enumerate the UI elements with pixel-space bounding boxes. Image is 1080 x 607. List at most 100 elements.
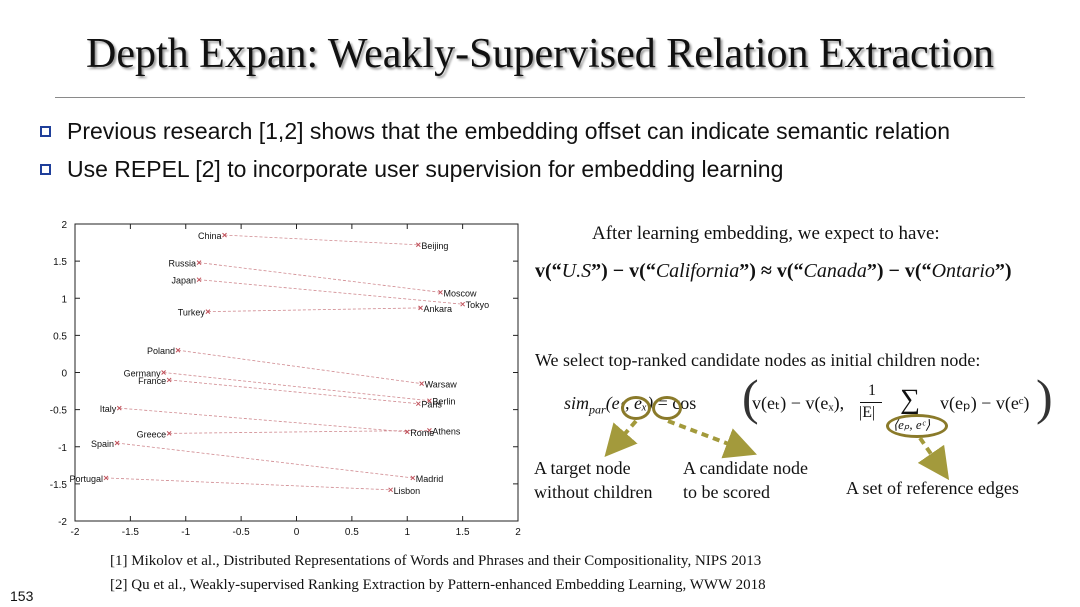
term2: v(eₚ) − v(eᶜ)	[940, 393, 1030, 413]
label-lisbon: Lisbon	[394, 486, 421, 496]
x-tick-label: 0	[294, 527, 300, 538]
x-tick-label: -1.5	[122, 527, 140, 538]
point-berlin	[427, 398, 432, 404]
point-athens	[427, 428, 432, 433]
checkbox-bullet-icon	[40, 125, 51, 137]
frac-bar	[860, 402, 882, 403]
point-spain	[114, 440, 120, 446]
label-madrid: Madrid	[416, 474, 444, 484]
relation-arrow-germany	[163, 372, 430, 402]
point-turkey	[205, 309, 211, 314]
select-nodes-text: We select top-ranked candidate nodes as …	[535, 350, 981, 370]
relation-arrow-italy	[119, 407, 408, 433]
x-tick-label: 2	[515, 527, 521, 538]
annotation-reference-edges: A set of reference edges	[846, 478, 1019, 498]
point-russia	[196, 260, 202, 265]
point-paris	[415, 401, 421, 407]
eq1-part: ”) − v(“	[591, 260, 656, 282]
x-tick-label: -1	[181, 527, 190, 538]
eq1-part: ”) ≈ v(“	[739, 260, 804, 282]
label-greece: Greece	[137, 429, 167, 439]
label-moscow: Moscow	[443, 288, 477, 298]
ann-line: A candidate node	[683, 458, 808, 478]
relation-arrow-turkey	[207, 307, 421, 313]
left-paren: (	[742, 369, 759, 425]
ann-line: to be scored	[683, 482, 770, 502]
relation-arrow-france	[169, 379, 419, 405]
highlight-target-ellipse	[621, 396, 651, 420]
bullet-text: Use REPEL [2] to incorporate user superv…	[67, 155, 784, 182]
highlight-candidate-ellipse	[652, 396, 682, 420]
label-paris: Paris	[421, 400, 442, 410]
label-athens: Athens	[432, 426, 461, 436]
sum-symbol: ∑	[900, 384, 920, 415]
relation-arrow-poland	[177, 349, 422, 385]
label-tokyo: Tokyo	[466, 300, 490, 310]
y-tick-label: 2	[61, 220, 67, 231]
y-tick-label: 1	[61, 294, 67, 305]
relation-arrow-japan	[199, 279, 463, 305]
relation-arrow-china	[224, 234, 419, 246]
point-italy	[116, 405, 122, 411]
label-ankara: Ankara	[424, 304, 453, 314]
bullet-list: Previous research [1,2] shows that the e…	[40, 112, 950, 188]
x-tick-label: -0.5	[233, 527, 251, 538]
point-tokyo	[460, 301, 465, 307]
eq1-part: U.S	[561, 260, 592, 282]
right-paren: )	[1036, 369, 1053, 425]
label-poland: Poland	[147, 346, 175, 356]
label-warsaw: Warsaw	[425, 380, 458, 390]
frac-num: 1	[868, 382, 876, 399]
embedding-scatter-chart: -2 -1.5 -1 -0.5 0 0.5 1 1.5 2 2 1.5 1 0.5 0 -0.5 -1 -1.5…	[50, 220, 521, 538]
checkbox-bullet-icon	[40, 163, 51, 175]
label-china: China	[198, 231, 222, 241]
label-italy: Italy	[100, 404, 117, 414]
bullet-item: Previous research [1,2] shows that the e…	[40, 112, 950, 150]
point-rome	[404, 429, 410, 435]
label-berlin: Berlin	[432, 397, 455, 407]
label-beijing: Beijing	[421, 241, 448, 251]
bullet-text: Previous research [1,2] shows that the e…	[67, 117, 951, 144]
x-tick-label: 1	[404, 527, 410, 538]
sim-label: sim	[564, 393, 590, 413]
annotation-target-node: A target node without children	[534, 456, 652, 504]
slide-title: Depth Expan: Weakly-Supervised Relation …	[86, 31, 994, 77]
highlight-edges-ellipse	[886, 414, 948, 438]
point-lisbon	[388, 487, 393, 493]
bullet-item: Use REPEL [2] to incorporate user superv…	[40, 150, 950, 188]
point-portugal	[103, 475, 109, 481]
x-tick-label: 1.5	[456, 527, 470, 538]
title-divider	[55, 97, 1025, 98]
y-tick-label: 0	[61, 369, 67, 380]
after-learning-text: After learning embedding, we expect to h…	[592, 223, 940, 244]
point-madrid	[410, 475, 416, 481]
point-beijing	[415, 242, 421, 248]
label-portugal: Portugal	[69, 474, 103, 484]
x-tick-label: -2	[71, 527, 80, 538]
eq1-part: California	[655, 260, 740, 282]
point-germany	[161, 370, 166, 375]
eq1-part: Canada	[803, 260, 867, 282]
reference-1: [1] Mikolov et al., Distributed Represen…	[110, 553, 762, 569]
point-ankara	[418, 305, 423, 311]
annotation-candidate-node: A candidate node to be scored	[683, 456, 808, 504]
point-france	[166, 377, 172, 383]
sim-subscript: par	[589, 402, 606, 417]
reference-2: [2] Qu et al., Weakly-supervised Ranking…	[110, 577, 766, 593]
point-poland	[175, 347, 181, 353]
label-france: France	[138, 376, 166, 386]
ann-line: A target node	[534, 458, 631, 478]
term1: v(eₜ) − v(eₓ),	[752, 393, 845, 413]
label-turkey: Turkey	[178, 308, 206, 318]
ann-line: without children	[534, 482, 653, 502]
point-japan	[196, 277, 202, 283]
eq1-part: v(“	[535, 260, 562, 282]
eq1-part: ”) − v(“	[866, 260, 932, 282]
page-number: 153	[10, 588, 34, 604]
frac-den: |E|	[859, 404, 876, 421]
eq1-part: ”)	[994, 260, 1012, 282]
y-tick-label: -2	[58, 517, 67, 528]
point-warsaw	[419, 381, 425, 386]
point-china	[222, 232, 227, 238]
